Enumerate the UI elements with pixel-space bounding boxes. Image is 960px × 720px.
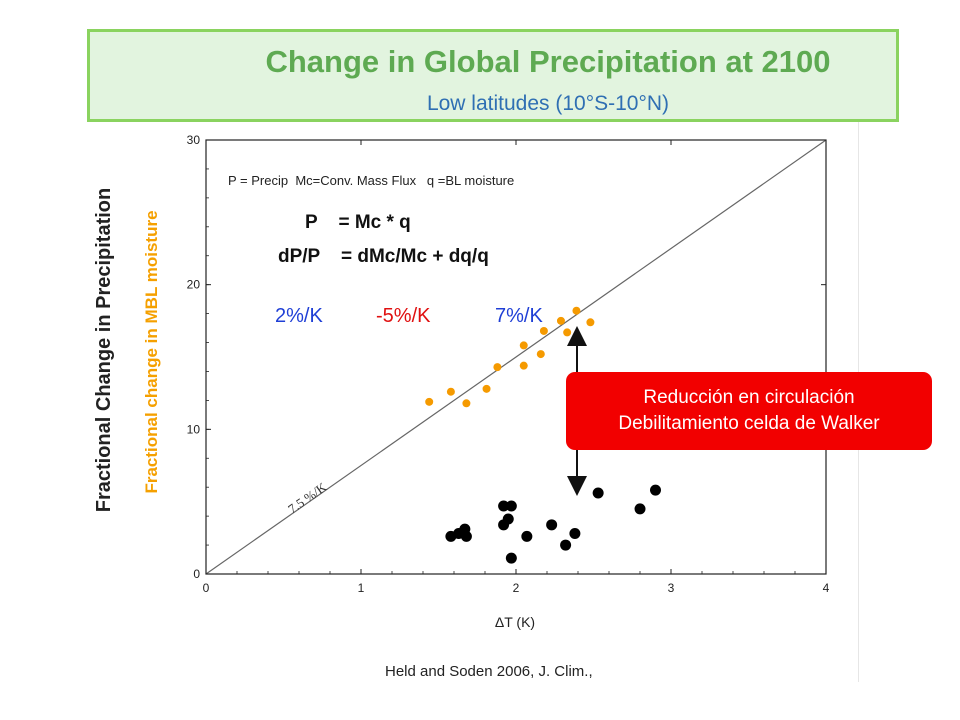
reference-line-label: 7.5 %/K bbox=[285, 479, 330, 516]
rate-label-3: 7%/K bbox=[495, 305, 543, 327]
callout-line-2: Debilitamiento celda de Walker bbox=[618, 413, 880, 434]
moisture-point bbox=[563, 328, 572, 337]
precip-point bbox=[650, 484, 661, 496]
legend-text: P = Precip Mc=Conv. Mass Flux q =BL mois… bbox=[228, 173, 514, 188]
citation: Held and Soden 2006, J. Clim., bbox=[385, 663, 593, 680]
page-subtitle: Low latitudes (10°S-10°N) bbox=[426, 92, 670, 115]
y-tick-label: 10 bbox=[187, 422, 201, 436]
rate-label-2: -5%/K bbox=[376, 305, 431, 327]
x-tick-label: 0 bbox=[203, 581, 210, 595]
moisture-point bbox=[493, 363, 502, 372]
moisture-point bbox=[539, 326, 548, 335]
y-tick-label: 0 bbox=[193, 567, 200, 581]
y-tick-label: 30 bbox=[187, 133, 201, 147]
y-tick-label: 20 bbox=[187, 278, 201, 292]
precip-point bbox=[569, 527, 581, 539]
moisture-point bbox=[482, 384, 491, 393]
x-tick-label: 4 bbox=[823, 581, 830, 595]
equation-2: dP/P = dMc/Mc + dq/q bbox=[278, 246, 489, 267]
precip-point bbox=[460, 530, 472, 542]
precip-point bbox=[505, 500, 517, 512]
moisture-point bbox=[462, 399, 471, 408]
x-tick-label: 1 bbox=[358, 581, 365, 595]
precip-point bbox=[502, 513, 514, 525]
reference-line bbox=[205, 139, 827, 575]
precip-point bbox=[498, 500, 510, 512]
callout-line-1: Reducción en circulación bbox=[643, 387, 855, 408]
moisture-point bbox=[586, 318, 595, 327]
y-axis-label: Fractional Change in Precipitation bbox=[93, 188, 115, 513]
precip-point bbox=[592, 487, 604, 499]
title-banner: Change in Global Precipitation at 2100 L… bbox=[87, 29, 899, 122]
moisture-point bbox=[446, 387, 455, 396]
moisture-point bbox=[556, 316, 565, 325]
walker-callout: Reducción en circulación Debilitamiento … bbox=[566, 372, 932, 450]
y-axis-label-secondary: Fractional change in MBL moisture bbox=[142, 210, 161, 493]
precip-point bbox=[560, 539, 572, 551]
precip-point bbox=[634, 503, 646, 515]
precip-point bbox=[521, 530, 533, 542]
precip-point bbox=[505, 552, 517, 564]
x-tick-label: 3 bbox=[668, 581, 675, 595]
moisture-point bbox=[536, 350, 545, 359]
moisture-point bbox=[572, 306, 581, 315]
precip-point bbox=[546, 519, 558, 531]
equation-1: P = Mc * q bbox=[305, 212, 411, 233]
rate-label-1: 2%/K bbox=[275, 305, 323, 327]
moisture-point bbox=[425, 397, 434, 406]
x-tick-label: 2 bbox=[513, 581, 520, 595]
moisture-point bbox=[519, 341, 528, 350]
x-axis-label: ΔT (K) bbox=[495, 614, 535, 630]
moisture-point bbox=[519, 361, 528, 370]
page-title: Change in Global Precipitation at 2100 bbox=[265, 44, 831, 79]
